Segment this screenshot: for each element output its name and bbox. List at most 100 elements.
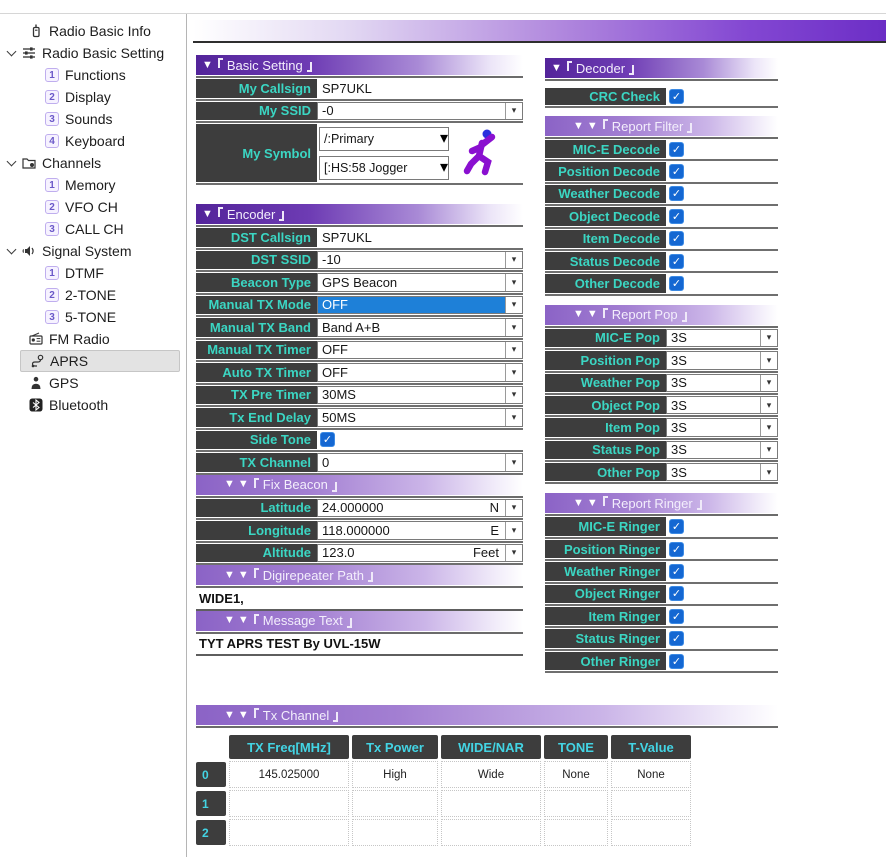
decoder-section-header[interactable]: ▼ Decoder [545,58,778,78]
cell-t-value[interactable]: None [611,761,691,788]
dropdown-arrow-icon[interactable]: ▾ [439,130,448,147]
dropdown-arrow-icon[interactable]: ▾ [760,464,777,481]
digipeater-path-input[interactable]: WIDE1, [196,588,523,611]
collapse-triangle-icon[interactable]: ▼ [237,708,249,721]
collapse-triangle-icon[interactable]: ▼ [573,308,584,321]
dropdown-arrow-icon[interactable]: ▾ [760,441,777,459]
side-tone-checkbox[interactable]: ✓ [320,432,335,448]
object-decode-checkbox[interactable]: ✓ [669,208,684,224]
dropdown-arrow-icon[interactable]: ▾ [505,386,522,403]
collapse-triangle-icon[interactable]: ▼ [224,478,235,490]
sidebar-item-signal-system[interactable]: Signal System [0,240,186,262]
latitude-select[interactable]: 24.000000 N ▾ [317,498,523,517]
collapse-triangle-icon[interactable]: ▼ [586,119,598,132]
report-filter-section-header[interactable]: ▼ ▼ Report Filter [545,116,778,136]
sidebar-item-display[interactable]: 2 Display [0,86,186,108]
other-ringer-checkbox[interactable]: ✓ [669,653,684,669]
cell-t-value[interactable] [611,790,691,817]
cell-tone[interactable] [544,819,608,846]
sidebar-item-call-ch[interactable]: 3 CALL CH [0,218,186,240]
status-decode-checkbox[interactable]: ✓ [669,253,684,269]
cell-wide-nar[interactable]: Wide [441,761,541,788]
column-header-t-value[interactable]: T-Value [611,735,691,759]
dropdown-arrow-icon[interactable]: ▾ [505,274,522,291]
cell-wide-nar[interactable] [441,790,541,817]
collapse-triangle-icon[interactable]: ▼ [237,478,249,490]
symbol-code-select[interactable]: [:HS:58 Jogger ▾ [319,156,449,180]
manual-tx-band-select[interactable]: Band A+B ▾ [317,318,523,337]
beacon-type-select[interactable]: GPS Beacon ▾ [317,273,523,292]
dropdown-arrow-icon[interactable]: ▾ [505,296,522,313]
cell-tx-freq[interactable] [229,790,349,817]
cell-tx-freq[interactable] [229,819,349,846]
chevron-down-icon[interactable] [6,156,17,166]
dropdown-arrow-icon[interactable]: ▾ [760,374,777,391]
cell-tone[interactable] [544,790,608,817]
item-decode-checkbox[interactable]: ✓ [669,231,684,247]
collapse-triangle-icon[interactable]: ▼ [224,614,235,626]
collapse-triangle-icon[interactable]: ▼ [237,568,249,581]
symbol-table-select[interactable]: /:Primary ▾ [319,127,449,151]
column-header-tx-freq[interactable]: TX Freq[MHz] [229,735,349,759]
sidebar-item-functions[interactable]: 1 Functions [0,64,186,86]
row-header-0[interactable]: 0 [196,762,226,787]
cell-t-value[interactable] [611,819,691,846]
dropdown-arrow-icon[interactable]: ▾ [505,341,522,358]
cell-tone[interactable]: None [544,761,608,788]
status-pop-select[interactable]: 3S ▾ [666,440,778,460]
dropdown-arrow-icon[interactable]: ▾ [760,329,777,347]
column-header-wide-nar[interactable]: WIDE/NAR [441,735,541,759]
report-ringer-section-header[interactable]: ▼ ▼ Report Ringer [545,493,778,514]
position-decode-checkbox[interactable]: ✓ [669,164,684,180]
sidebar-item-radio-basic-setting[interactable]: Radio Basic Setting [0,42,186,64]
position-ringer-checkbox[interactable]: ✓ [669,541,684,557]
dropdown-arrow-icon[interactable]: ▾ [760,419,777,436]
message-text-input[interactable]: TYT APRS TEST By UVL-15W [196,633,523,656]
report-pop-section-header[interactable]: ▼ ▼ Report Pop [545,304,778,325]
dropdown-arrow-icon[interactable]: ▾ [505,544,522,561]
dropdown-arrow-icon[interactable]: ▾ [505,319,522,336]
sidebar-item-memory[interactable]: 1 Memory [0,174,186,196]
other-pop-select[interactable]: 3S ▾ [666,463,778,482]
dropdown-arrow-icon[interactable]: ▾ [505,522,522,539]
dropdown-arrow-icon[interactable]: ▾ [505,499,522,516]
auto-tx-timer-select[interactable]: OFF ▾ [317,363,523,382]
item-pop-select[interactable]: 3S ▾ [666,418,778,437]
cell-wide-nar[interactable] [441,819,541,846]
mic-e-ringer-checkbox[interactable]: ✓ [669,519,684,535]
my-ssid-select[interactable]: -0 ▾ [317,101,523,120]
collapse-triangle-icon[interactable]: ▼ [586,308,598,321]
collapse-triangle-icon[interactable]: ▼ [573,496,584,509]
collapse-triangle-icon[interactable]: ▼ [237,614,249,626]
status-ringer-checkbox[interactable]: ✓ [669,631,684,647]
item-ringer-checkbox[interactable]: ✓ [669,608,684,624]
object-ringer-checkbox[interactable]: ✓ [669,586,684,602]
tx-end-delay-select[interactable]: 50MS ▾ [317,408,523,427]
sidebar-item-fm-radio[interactable]: FM Radio [0,328,186,350]
basic-setting-section-header[interactable]: ▼ Basic Setting [196,55,523,75]
fix-beacon-section-header[interactable]: ▼ ▼ Fix Beacon [196,474,523,495]
sidebar-item-5tone[interactable]: 3 5-TONE [0,306,186,328]
position-pop-select[interactable]: 3S ▾ [666,351,778,370]
sidebar-item-vfo-ch[interactable]: 2 VFO CH [0,196,186,218]
sidebar-item-bluetooth[interactable]: Bluetooth [0,394,186,416]
dropdown-arrow-icon[interactable]: ▾ [505,454,522,471]
encoder-section-header[interactable]: ▼ Encoder [196,204,523,224]
sidebar-item-dtmf[interactable]: 1 DTMF [0,262,186,284]
manual-tx-timer-select[interactable]: OFF ▾ [317,340,523,359]
tx-channel-select[interactable]: 0 ▾ [317,453,523,472]
dropdown-arrow-icon[interactable]: ▾ [505,251,522,268]
object-pop-select[interactable]: 3S ▾ [666,395,778,415]
mic-e-decode-checkbox[interactable]: ✓ [669,141,684,157]
cell-tx-power[interactable] [352,819,438,846]
column-header-tone[interactable]: TONE [544,735,608,759]
row-header-2[interactable]: 2 [196,820,226,845]
row-header-1[interactable]: 1 [196,791,226,816]
longitude-select[interactable]: 118.000000 E ▾ [317,521,523,540]
sidebar-item-channels[interactable]: Channels [0,152,186,174]
column-header-tx-power[interactable]: Tx Power [352,735,438,759]
collapse-triangle-icon[interactable]: ▼ [202,58,213,71]
weather-pop-select[interactable]: 3S ▾ [666,373,778,392]
collapse-triangle-icon[interactable]: ▼ [224,708,235,721]
dst-callsign-input[interactable]: SP7UKL [322,229,372,245]
